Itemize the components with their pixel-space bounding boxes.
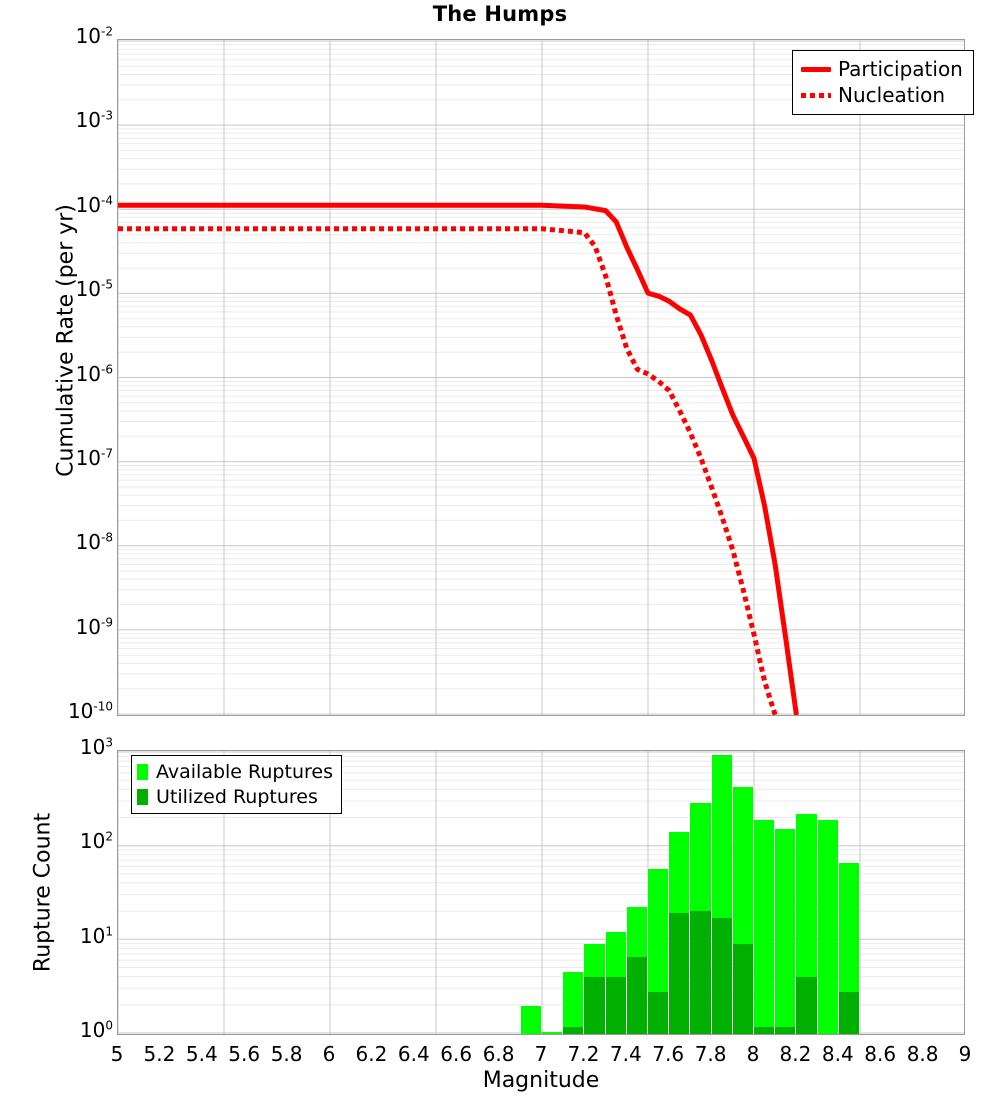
rupture-histogram-bars [118, 751, 964, 1034]
utilized-ruptures-swatch-icon [137, 788, 148, 805]
y-tick-label: 10-10 [67, 699, 113, 723]
rupture-count-plot [117, 750, 965, 1035]
x-tick-label: 7.8 [694, 1042, 727, 1066]
x-tick-label: 8 [746, 1042, 760, 1066]
y-tick-label: 101 [79, 923, 113, 948]
top-grid [118, 40, 964, 715]
x-tick-label: 6.6 [440, 1042, 473, 1066]
histogram-bar [817, 820, 838, 1034]
histogram-bar [584, 944, 605, 1034]
legend-item-available-ruptures: Available Ruptures [137, 759, 333, 784]
histogram-bar [563, 972, 584, 1034]
y-tick-label: 10-4 [75, 192, 113, 217]
x-tick-label: 5.8 [270, 1042, 303, 1066]
x-tick-label: 8.2 [779, 1042, 812, 1066]
x-axis-title: Magnitude [482, 1068, 600, 1093]
y-tick-label: 102 [79, 829, 113, 854]
top-panel-y-axis-title: Cumulative Rate (per yr) [53, 204, 79, 477]
legend-label-utilized-ruptures: Utilized Ruptures [156, 785, 318, 808]
x-tick-label: 7 [534, 1042, 548, 1066]
histogram-bar [732, 786, 753, 1034]
x-tick-label: 6.8 [482, 1042, 515, 1066]
histogram-bar-utilized-segment [584, 977, 605, 1034]
y-tick-label: 100 [79, 1018, 113, 1042]
histogram-bar [796, 814, 817, 1034]
y-tick-label: 103 [79, 735, 113, 759]
legend-item-utilized-ruptures: Utilized Ruptures [137, 784, 333, 809]
participation-line-swatch-icon [801, 66, 831, 72]
histogram-bar [711, 755, 732, 1034]
y-tick-label: 10-9 [75, 614, 113, 639]
legend-item-nucleation: Nucleation [801, 82, 963, 108]
legend-label-available-ruptures: Available Ruptures [156, 760, 333, 783]
x-tick-label: 9 [958, 1042, 972, 1066]
histogram-bar-utilized-segment [626, 957, 647, 1034]
x-tick-label: 6.4 [397, 1042, 430, 1066]
x-tick-label: 5.6 [228, 1042, 261, 1066]
legend-label-participation: Participation [838, 57, 963, 81]
histogram-bar-utilized-segment [690, 911, 711, 1034]
histogram-bar-utilized-segment [754, 1026, 775, 1034]
histogram-bar [838, 863, 859, 1034]
y-tick-label: 10-6 [75, 361, 113, 386]
nucleation-dotted-line-swatch-icon [801, 92, 831, 98]
bottom-panel-legend: Available Ruptures Utilized Ruptures [131, 755, 342, 814]
y-tick-label: 10-5 [75, 277, 113, 302]
histogram-bar [520, 1005, 541, 1034]
histogram-bar-utilized-segment [775, 1026, 796, 1034]
y-tick-label: 10-7 [75, 445, 113, 470]
x-tick-label: 8.4 [821, 1042, 854, 1066]
y-tick-label: 10-3 [75, 108, 113, 133]
histogram-bar-utilized-segment [711, 917, 732, 1034]
mfd-curves [118, 202, 799, 715]
histogram-bar [754, 820, 775, 1034]
bottom-panel-y-tick-labels: 103 102 101 100 [0, 0, 113, 1100]
available-ruptures-swatch-icon [137, 763, 148, 780]
x-tick-label: 5.2 [143, 1042, 176, 1066]
top-panel-legend: Participation Nucleation [792, 50, 974, 115]
page-title: The Humps [432, 2, 568, 26]
y-tick-label: 10-8 [75, 530, 113, 555]
x-tick-label: 6 [322, 1042, 336, 1066]
top-plot-inner [118, 40, 964, 715]
histogram-bar [669, 831, 690, 1034]
histogram-bar [605, 932, 626, 1034]
histogram-bar-utilized-segment [605, 977, 626, 1034]
histogram-bar [626, 907, 647, 1034]
histogram-bar [648, 869, 669, 1034]
histogram-bar [690, 803, 711, 1034]
top-panel-y-tick-labels: 10-2 10-3 10-4 10-5 10-6 10-7 10-8 10-9 10-10 [0, 0, 113, 1100]
histogram-bar-utilized-segment [648, 991, 669, 1034]
histogram-bar-utilized-segment [732, 944, 753, 1034]
histogram-bar-utilized-segment [838, 991, 859, 1034]
x-tick-label: 7.2 [567, 1042, 600, 1066]
histogram-bar [775, 828, 796, 1034]
bottom-plot-inner [118, 751, 964, 1034]
x-tick-label: 7.4 [609, 1042, 642, 1066]
histogram-bar [542, 1032, 563, 1034]
bottom-panel-y-axis-title: Rupture Count [30, 812, 56, 973]
x-tick-label: 8.6 [864, 1042, 897, 1066]
histogram-bar-utilized-segment [796, 977, 817, 1034]
legend-label-nucleation: Nucleation [838, 83, 946, 107]
x-tick-label: 5 [110, 1042, 124, 1066]
legend-item-participation: Participation [801, 56, 963, 82]
cumulative-rate-plot [117, 39, 965, 716]
histogram-bar-utilized-segment [669, 913, 690, 1034]
x-tick-label: 8.8 [906, 1042, 939, 1066]
x-tick-label: 5.4 [185, 1042, 218, 1066]
y-tick-label: 10-2 [75, 24, 113, 48]
x-tick-label: 7.6 [652, 1042, 685, 1066]
x-tick-label: 6.2 [355, 1042, 388, 1066]
histogram-bar-utilized-segment [563, 1026, 584, 1034]
